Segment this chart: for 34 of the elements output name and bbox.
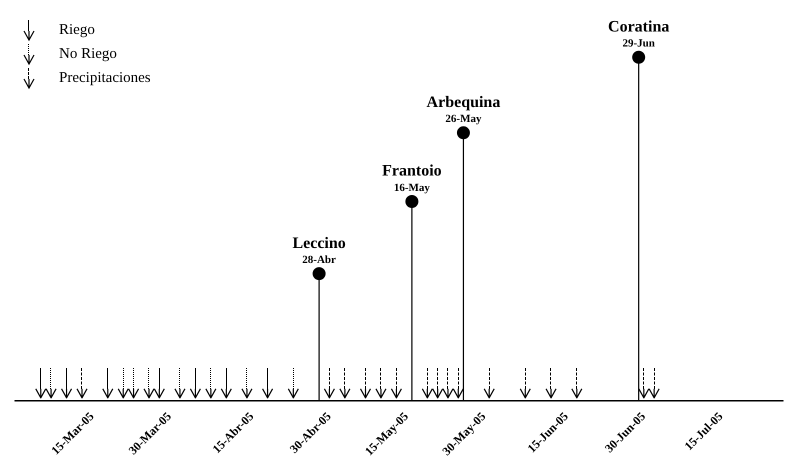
point — [339, 388, 350, 398]
point — [262, 388, 274, 398]
point — [60, 388, 72, 398]
annotation: 29-Jun — [622, 38, 655, 50]
point — [220, 388, 232, 398]
point — [241, 388, 253, 398]
point — [174, 388, 186, 398]
point — [632, 50, 646, 64]
annotation: 16-May — [394, 182, 430, 194]
legend-label: Precipitaciones — [59, 70, 151, 86]
point — [390, 388, 402, 398]
annotation: Leccino — [292, 234, 346, 252]
point — [102, 388, 114, 398]
point — [571, 388, 582, 398]
annotation: 26-May — [445, 113, 482, 126]
annotation: Frantoio — [382, 162, 442, 180]
point — [456, 126, 470, 140]
point — [288, 388, 299, 398]
point — [484, 388, 495, 398]
annotation: 28-Abr — [302, 254, 336, 266]
point — [190, 388, 202, 398]
point — [324, 388, 336, 398]
point — [375, 388, 387, 398]
point — [545, 388, 557, 398]
point — [405, 194, 418, 208]
legend-label: No Riego — [59, 46, 117, 62]
point — [76, 388, 88, 398]
point — [360, 388, 372, 398]
annotation: Coratina — [608, 18, 670, 36]
point — [520, 388, 531, 398]
annotation: Arbequina — [426, 94, 500, 111]
legend-label: Riego — [59, 22, 95, 38]
point — [312, 267, 326, 280]
point — [205, 388, 216, 398]
